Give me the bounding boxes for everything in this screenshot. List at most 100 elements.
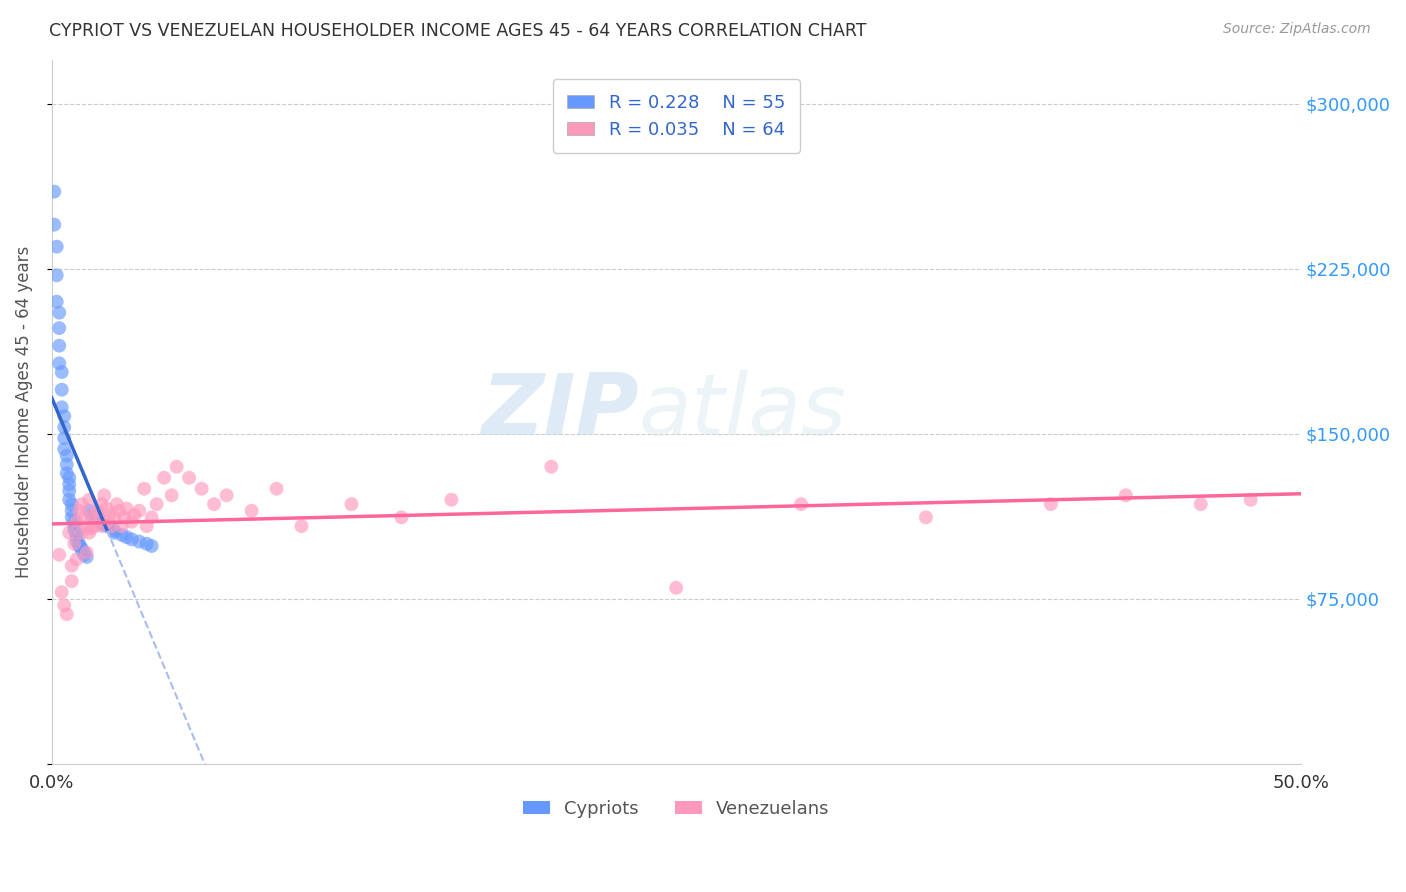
Point <box>160 488 183 502</box>
Text: CYPRIOT VS VENEZUELAN HOUSEHOLDER INCOME AGES 45 - 64 YEARS CORRELATION CHART: CYPRIOT VS VENEZUELAN HOUSEHOLDER INCOME… <box>49 22 866 40</box>
Point <box>266 482 288 496</box>
Point <box>135 537 157 551</box>
Point <box>73 548 96 562</box>
Point <box>100 521 122 535</box>
Point <box>90 497 112 511</box>
Point <box>103 525 125 540</box>
Y-axis label: Householder Income Ages 45 - 64 years: Householder Income Ages 45 - 64 years <box>15 245 32 578</box>
Point <box>134 482 156 496</box>
Point <box>96 501 118 516</box>
Text: ZIP: ZIP <box>481 370 638 453</box>
Point <box>166 459 188 474</box>
Point <box>60 510 83 524</box>
Point <box>66 525 89 540</box>
Point <box>96 515 118 529</box>
Point <box>915 510 938 524</box>
Point <box>51 585 73 599</box>
Point <box>111 519 134 533</box>
Point <box>44 185 66 199</box>
Point <box>60 574 83 589</box>
Point <box>80 508 103 523</box>
Point <box>77 492 100 507</box>
Point <box>83 519 105 533</box>
Point <box>153 471 176 485</box>
Point <box>111 528 134 542</box>
Point <box>103 510 125 524</box>
Point <box>73 545 96 559</box>
Point <box>76 545 98 559</box>
Point <box>1189 497 1212 511</box>
Point <box>89 515 111 529</box>
Point <box>100 519 122 533</box>
Point <box>1115 488 1137 502</box>
Point <box>76 519 98 533</box>
Point <box>51 383 73 397</box>
Point <box>89 510 111 524</box>
Point <box>103 524 125 538</box>
Point <box>48 339 70 353</box>
Point <box>540 459 562 474</box>
Point <box>58 525 80 540</box>
Point <box>135 519 157 533</box>
Point <box>55 458 77 472</box>
Point <box>48 306 70 320</box>
Point <box>48 548 70 562</box>
Point <box>202 497 225 511</box>
Point <box>53 599 76 613</box>
Point <box>145 497 167 511</box>
Point <box>77 525 100 540</box>
Point <box>53 431 76 445</box>
Point <box>1240 492 1263 507</box>
Point <box>121 533 143 547</box>
Text: Source: ZipAtlas.com: Source: ZipAtlas.com <box>1223 22 1371 37</box>
Point <box>63 519 86 533</box>
Point <box>45 268 67 283</box>
Point <box>105 497 128 511</box>
Point <box>86 512 108 526</box>
Legend: Cypriots, Venezuelans: Cypriots, Venezuelans <box>516 793 837 825</box>
Point <box>44 218 66 232</box>
Point <box>665 581 688 595</box>
Point <box>128 504 150 518</box>
Point <box>48 356 70 370</box>
Point <box>51 365 73 379</box>
Point <box>55 449 77 463</box>
Point <box>80 521 103 535</box>
Point <box>77 504 100 518</box>
Point <box>340 497 363 511</box>
Point <box>58 471 80 485</box>
Point <box>86 504 108 518</box>
Point <box>66 515 89 529</box>
Point <box>55 467 77 481</box>
Point <box>141 510 163 524</box>
Point <box>179 471 201 485</box>
Point <box>66 530 89 544</box>
Point <box>48 321 70 335</box>
Point <box>93 488 115 502</box>
Point <box>391 510 413 524</box>
Point <box>63 524 86 538</box>
Point <box>90 516 112 531</box>
Point <box>45 240 67 254</box>
Point <box>190 482 212 496</box>
Point <box>240 504 263 518</box>
Point <box>45 294 67 309</box>
Point <box>70 541 93 556</box>
Point <box>70 525 93 540</box>
Point <box>290 519 312 533</box>
Point <box>67 539 90 553</box>
Point <box>63 515 86 529</box>
Point <box>70 497 93 511</box>
Point <box>76 549 98 564</box>
Point <box>128 534 150 549</box>
Point <box>141 539 163 553</box>
Point <box>58 492 80 507</box>
Point <box>66 552 89 566</box>
Point <box>83 510 105 524</box>
Point <box>67 537 90 551</box>
Point <box>60 504 83 518</box>
Point <box>51 401 73 415</box>
Point <box>112 510 135 524</box>
Point <box>215 488 238 502</box>
Point <box>440 492 463 507</box>
